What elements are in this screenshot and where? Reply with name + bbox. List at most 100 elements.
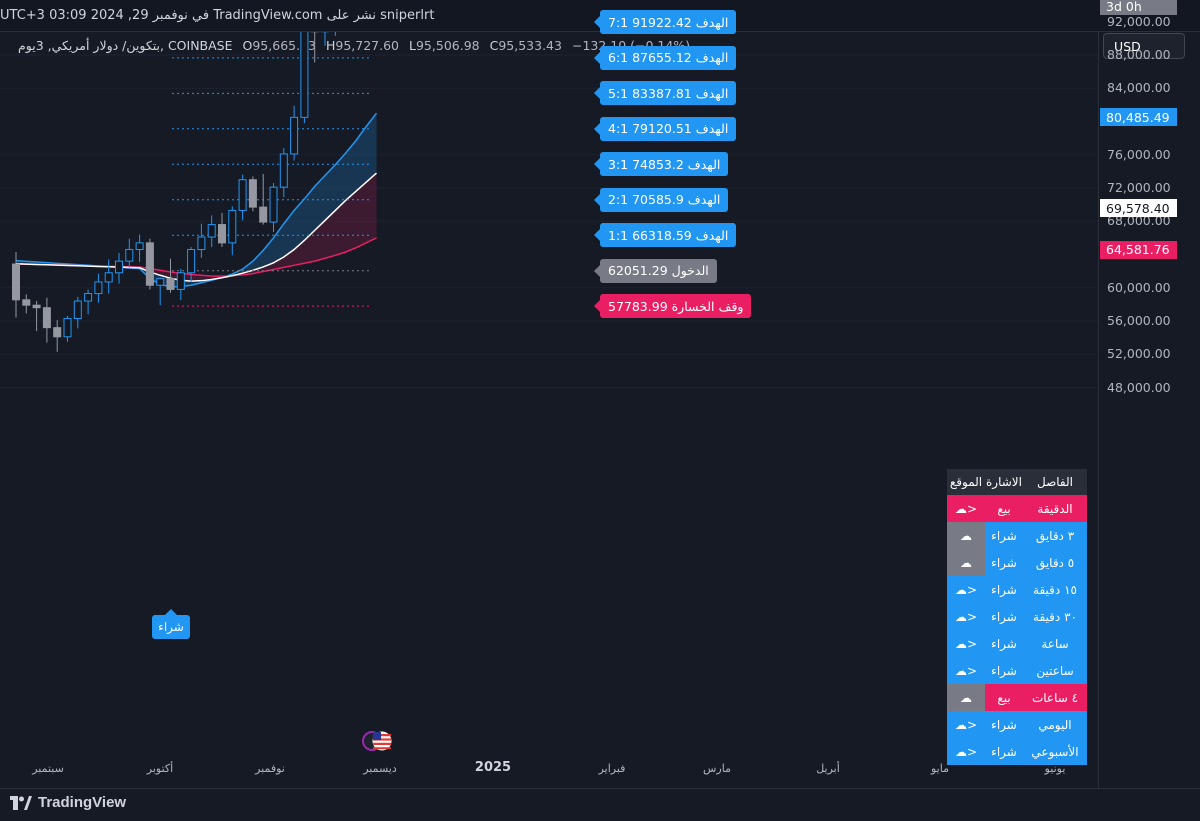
target-label: الهدف 74853.2 3:1 bbox=[593, 152, 729, 177]
target-label: الهدف 70585.9 2:1 bbox=[593, 187, 729, 212]
price-tick-label: 92,000.00 bbox=[1107, 13, 1171, 29]
candle-body bbox=[94, 281, 103, 295]
close-value: 95,533.43 bbox=[498, 38, 562, 53]
tradingview-logo-icon bbox=[10, 795, 32, 810]
time-tick-label: ديسمبر bbox=[363, 762, 397, 775]
price-tick-label: 56,000.00 bbox=[1107, 313, 1171, 328]
candle-body bbox=[238, 179, 247, 211]
time-tick-label: سبتمبر bbox=[32, 762, 64, 775]
price-badge: 80,485.49 bbox=[1100, 108, 1177, 127]
cloud-position: <☁ bbox=[947, 657, 985, 684]
price-tick-label: 88,000.00 bbox=[1107, 47, 1171, 62]
bull-ribbon bbox=[16, 113, 377, 287]
signal-interval: ١٥ دقيقة bbox=[1023, 576, 1087, 603]
candle-body bbox=[156, 278, 165, 286]
time-tick-label: فبراير bbox=[598, 762, 626, 775]
price-chart[interactable] bbox=[0, 32, 1098, 788]
price-tick-label: 60,000.00 bbox=[1107, 279, 1171, 295]
cloud-position: ☁ bbox=[947, 522, 985, 549]
signal-interval: ٥ دقايق bbox=[1023, 549, 1087, 576]
price-badge: 95,533.433d 0h bbox=[1100, 0, 1177, 16]
signal-value: شراء bbox=[985, 603, 1023, 630]
signal-table-header: الفاصل الاشارة الموقع bbox=[947, 469, 1087, 495]
candle-body bbox=[12, 263, 20, 301]
signal-interval: ساعة bbox=[1023, 630, 1087, 657]
signal-row: ٣ دقايق شراء ☁ bbox=[947, 522, 1087, 549]
low-label: L bbox=[409, 38, 416, 53]
high-label: H bbox=[325, 38, 336, 53]
candle-body bbox=[248, 179, 257, 208]
candle-body bbox=[84, 293, 93, 302]
signal-row: ساعة شراء <☁ bbox=[947, 630, 1087, 657]
header-signal: الاشارة bbox=[985, 469, 1023, 495]
signal-interval: ساعتين bbox=[1023, 657, 1087, 684]
price-badge: 69,578.40 bbox=[1100, 199, 1177, 218]
signal-interval: الأسبوعي bbox=[1023, 738, 1087, 765]
event-icons[interactable] bbox=[362, 730, 396, 756]
signal-interval: اليومي bbox=[1023, 711, 1087, 738]
signal-value: شراء bbox=[985, 711, 1023, 738]
cloud-position: <☁ bbox=[947, 711, 985, 738]
candle-body bbox=[166, 278, 175, 290]
signal-value: شراء bbox=[985, 657, 1023, 684]
candle-body bbox=[290, 116, 299, 155]
candle-body bbox=[259, 206, 268, 223]
time-tick-label: 2025 bbox=[474, 760, 512, 775]
ema-fast-line bbox=[15, 112, 378, 288]
tradingview-logo-text: TradingView bbox=[38, 794, 127, 811]
signal-value: شراء bbox=[985, 738, 1023, 765]
symbol-name[interactable]: بتكوين/ دولار أمريكي, 3يوم, COINBASE bbox=[18, 38, 233, 53]
signal-row: الدقيقة بيع <☁ bbox=[947, 495, 1087, 522]
bottom-divider bbox=[0, 788, 1200, 789]
cloud-position: <☁ bbox=[947, 630, 985, 657]
cloud-position: <☁ bbox=[947, 576, 985, 603]
signal-row: ساعتين شراء <☁ bbox=[947, 657, 1087, 684]
candle-body bbox=[135, 242, 144, 251]
candle-body bbox=[218, 224, 226, 244]
price-tick-label: 48,000.00 bbox=[1107, 379, 1171, 395]
signal-interval: ٣٠ دقيقة bbox=[1023, 603, 1087, 630]
target-label: الهدف 79120.51 4:1 bbox=[593, 116, 737, 141]
signal-row: ٥ دقايق شراء ☁ bbox=[947, 549, 1087, 576]
time-tick-label: نوفمبر bbox=[255, 762, 285, 775]
candle-body bbox=[279, 153, 288, 188]
cloud-position: <☁ bbox=[947, 495, 985, 522]
header-position: الموقع bbox=[947, 469, 985, 495]
close-label: C bbox=[489, 38, 499, 53]
stop-loss-label: وقف الخسارة 57783.99 bbox=[593, 294, 752, 319]
signal-value: شراء bbox=[985, 522, 1023, 549]
signal-row: ٤ ساعات بيع ☁ bbox=[947, 684, 1087, 711]
candle-body bbox=[42, 307, 51, 329]
target-label: الهدف 83387.81 5:1 bbox=[593, 81, 737, 106]
currency-button[interactable]: USD bbox=[1103, 33, 1185, 59]
candle-body bbox=[269, 186, 278, 223]
price-tick-label: 52,000.00 bbox=[1107, 346, 1171, 362]
time-tick-label: مارس bbox=[703, 762, 731, 775]
candle-body bbox=[300, 32, 309, 118]
baseline-line bbox=[15, 172, 377, 282]
signal-interval: ٣ دقايق bbox=[1023, 522, 1087, 549]
open-value: 95,665.53 bbox=[252, 38, 316, 53]
candle-body bbox=[22, 299, 31, 306]
candle-body bbox=[125, 249, 134, 262]
cloud-position: <☁ bbox=[947, 738, 985, 765]
signal-table: الفاصل الاشارة الموقع الدقيقة بيع <☁ ٣ دقاي… bbox=[947, 469, 1087, 765]
cloud-position: <☁ bbox=[947, 603, 985, 630]
signal-interval: ٤ ساعات bbox=[1023, 684, 1087, 711]
target-label: الهدف 87655.12 6:1 bbox=[593, 45, 737, 70]
buy-marker: شراء bbox=[152, 609, 190, 639]
candle-body bbox=[73, 300, 82, 320]
time-tick-label: يونيو bbox=[1044, 762, 1066, 775]
signal-row: الأسبوعي شراء <☁ bbox=[947, 738, 1087, 765]
candle-body bbox=[63, 318, 72, 338]
time-tick-label: أكتوبر bbox=[146, 762, 174, 775]
signal-value: بيع bbox=[985, 684, 1023, 711]
candle-body bbox=[32, 304, 41, 309]
signal-value: بيع bbox=[985, 495, 1023, 522]
tradingview-logo[interactable]: TradingView bbox=[10, 794, 126, 811]
price-tick-label: 84,000.00 bbox=[1107, 80, 1171, 96]
high-value: 95,727.60 bbox=[335, 38, 400, 53]
price-tick-label: 72,000.00 bbox=[1107, 180, 1171, 195]
candle-body bbox=[207, 224, 216, 238]
price-tick-label: 76,000.00 bbox=[1107, 146, 1171, 162]
